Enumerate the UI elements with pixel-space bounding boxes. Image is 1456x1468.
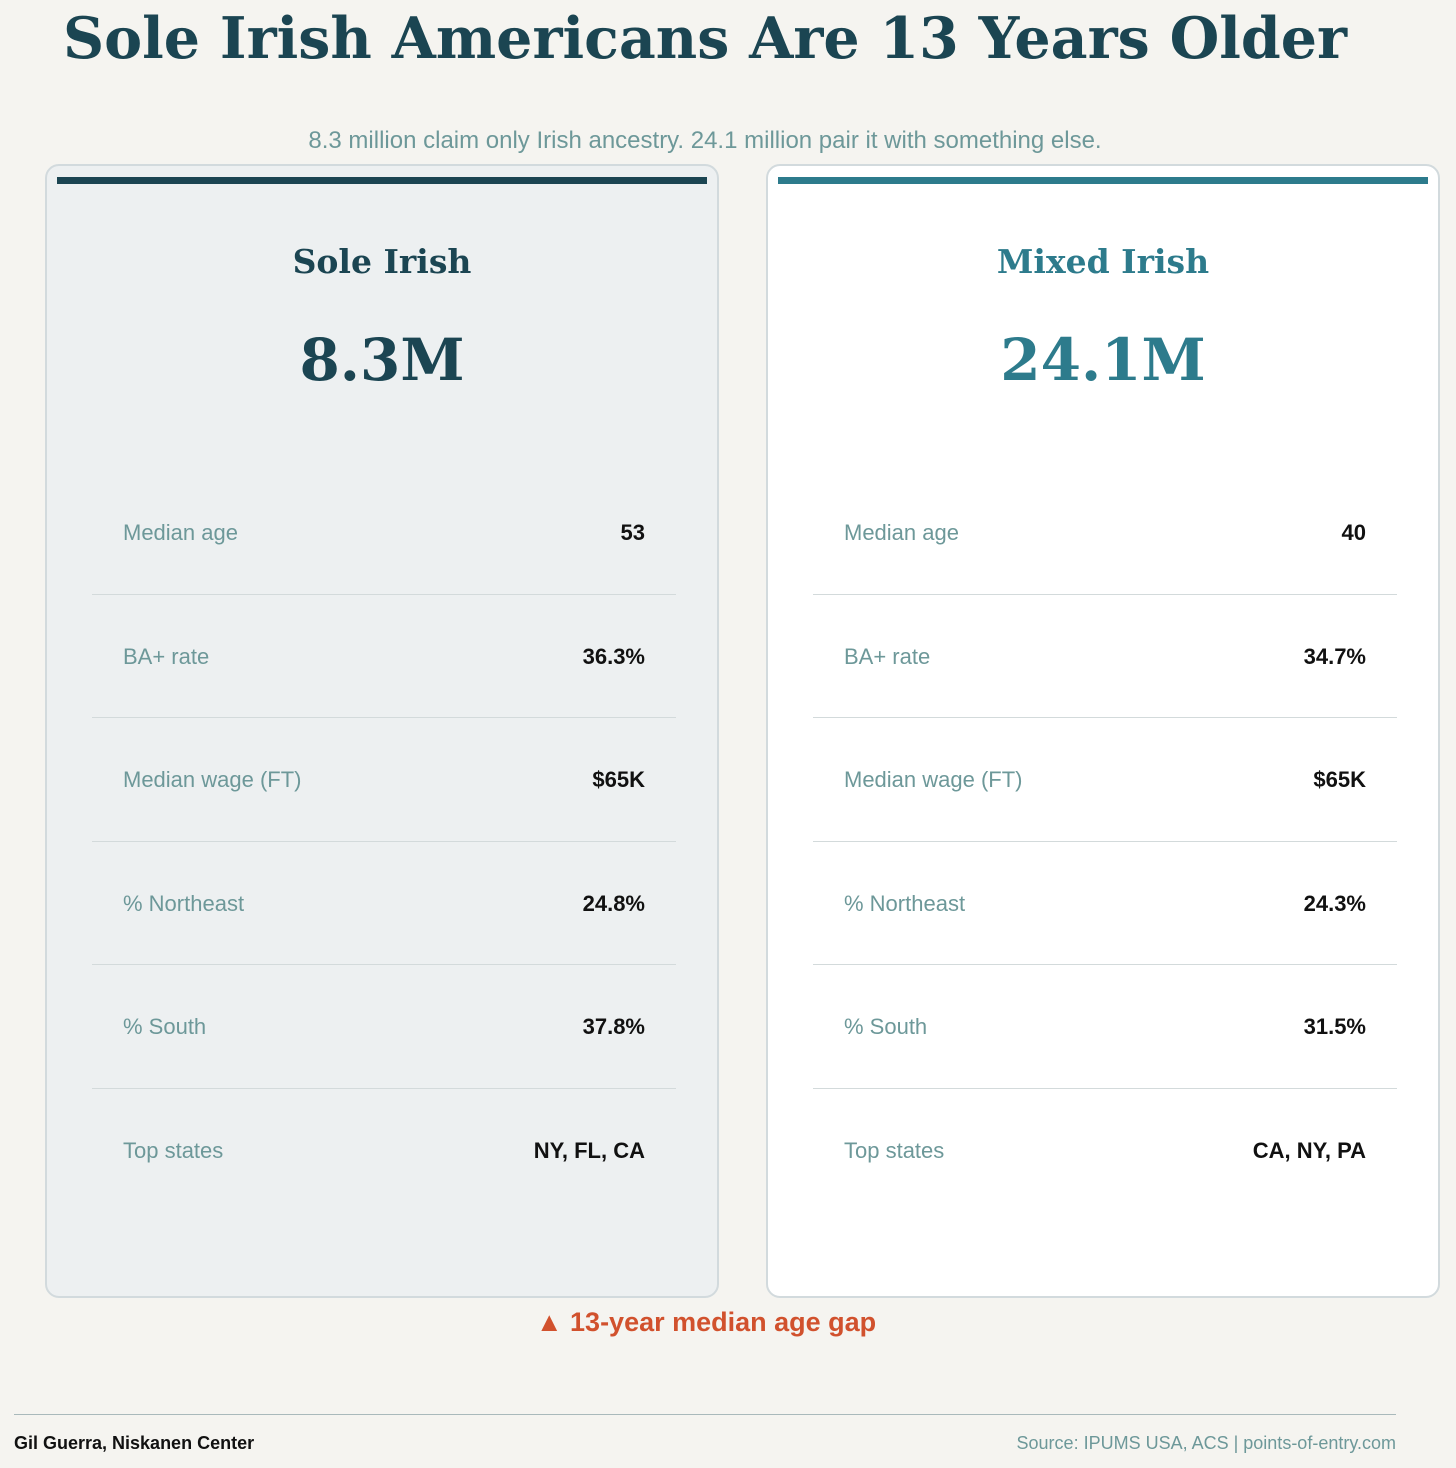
page-subtitle: 8.3 million claim only Irish ancestry. 2… bbox=[308, 127, 1102, 154]
stat-row-ba-rate: BA+ rate 34.7% bbox=[813, 595, 1397, 719]
stats-list: Median age 53 BA+ rate 36.3% Median wage… bbox=[92, 471, 676, 1212]
stat-value: 31.5% bbox=[1303, 1014, 1366, 1040]
stat-value: CA, NY, PA bbox=[1252, 1137, 1366, 1163]
stat-row-northeast: % Northeast 24.8% bbox=[92, 842, 676, 966]
stat-label: Median wage (FT) bbox=[844, 767, 1023, 793]
footer-author: Gil Guerra, Niskanen Center bbox=[14, 1433, 255, 1453]
stat-value: 53 bbox=[620, 520, 645, 545]
stat-value: NY, FL, CA bbox=[533, 1137, 645, 1163]
stat-label: Median age bbox=[123, 520, 238, 545]
stat-label: Top states bbox=[844, 1137, 945, 1163]
stat-row-median-wage: Median wage (FT) $65K bbox=[92, 718, 676, 842]
age-gap-callout: ▲ 13-year median age gap bbox=[535, 1307, 877, 1337]
stat-row-top-states: Top states CA, NY, PA bbox=[813, 1089, 1397, 1212]
stat-label: % South bbox=[844, 1014, 928, 1040]
stat-label: Median age bbox=[844, 520, 959, 545]
card-accent-bar bbox=[778, 177, 1428, 184]
stat-row-south: % South 37.8% bbox=[92, 965, 676, 1089]
stat-row-median-wage: Median wage (FT) $65K bbox=[813, 718, 1397, 842]
stat-row-ba-rate: BA+ rate 36.3% bbox=[92, 595, 676, 719]
card-title: Sole Irish bbox=[292, 242, 472, 281]
stat-row-south: % South 31.5% bbox=[813, 965, 1397, 1089]
stat-value: $65K bbox=[1313, 767, 1366, 793]
stat-value: 40 bbox=[1341, 520, 1366, 545]
stat-row-top-states: Top states NY, FL, CA bbox=[92, 1089, 676, 1212]
stat-row-northeast: % Northeast 24.3% bbox=[813, 842, 1397, 966]
stats-list: Median age 40 BA+ rate 34.7% Median wage… bbox=[813, 471, 1397, 1212]
stat-label: % South bbox=[123, 1014, 207, 1040]
card-accent-bar bbox=[57, 177, 707, 184]
stat-label: % Northeast bbox=[123, 890, 245, 916]
sole-irish-card: Sole Irish 8.3M Median age 53 BA+ rate 3… bbox=[45, 164, 719, 1298]
page-title: Sole Irish Americans Are 13 Years Older bbox=[62, 5, 1348, 72]
stat-value: 24.3% bbox=[1303, 890, 1366, 916]
stat-row-median-age: Median age 53 bbox=[92, 471, 676, 595]
stat-label: BA+ rate bbox=[123, 643, 210, 669]
population-value: 24.1M bbox=[1000, 326, 1206, 394]
stat-row-median-age: Median age 40 bbox=[813, 471, 1397, 595]
card-title: Mixed Irish bbox=[996, 242, 1210, 281]
footer-source: Source: IPUMS USA, ACS | points-of-entry… bbox=[1016, 1433, 1396, 1453]
stat-label: Median wage (FT) bbox=[123, 767, 302, 793]
footer-divider bbox=[14, 1414, 1396, 1415]
stat-value: 36.3% bbox=[582, 643, 645, 669]
stat-label: Top states bbox=[123, 1137, 224, 1163]
stat-value: 37.8% bbox=[582, 1014, 645, 1040]
stat-value: 34.7% bbox=[1303, 643, 1366, 669]
stat-value: $65K bbox=[592, 767, 645, 793]
stat-label: BA+ rate bbox=[844, 643, 931, 669]
mixed-irish-card: Mixed Irish 24.1M Median age 40 BA+ rate… bbox=[766, 164, 1440, 1298]
stat-value: 24.8% bbox=[582, 890, 645, 916]
stat-label: % Northeast bbox=[844, 890, 966, 916]
population-value: 8.3M bbox=[299, 326, 465, 394]
